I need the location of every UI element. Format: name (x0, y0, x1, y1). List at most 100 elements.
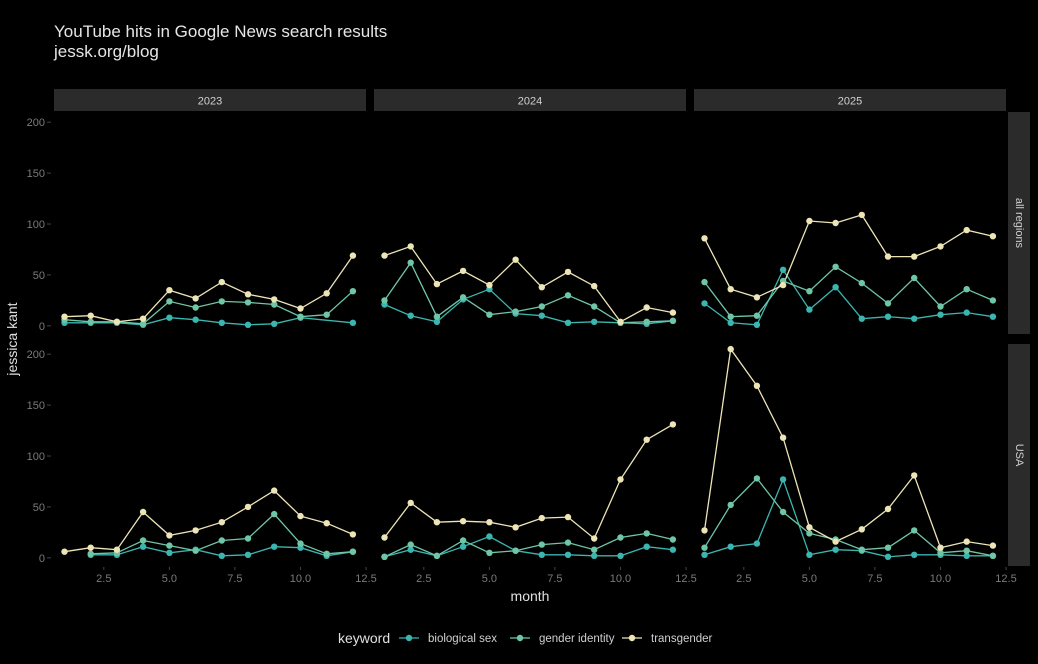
data-point-gender-identity (806, 288, 813, 295)
data-point-gender-identity (349, 548, 357, 555)
data-point-transgender (433, 280, 441, 288)
data-point-transgender (61, 313, 68, 320)
x-tick-label: 10.0 (290, 573, 311, 585)
data-point-transgender (963, 538, 970, 545)
data-point-gender-identity (669, 536, 677, 543)
data-point-transgender (166, 532, 173, 539)
data-point-transgender (832, 219, 839, 227)
x-tick-label: 5.0 (162, 573, 177, 585)
data-point-gender-identity (244, 535, 252, 542)
series-line-gender-identity (703, 477, 994, 557)
y-tick-label: 200 (27, 117, 45, 129)
data-point-gender-identity (407, 259, 414, 266)
facet-strip-label: 2023 (198, 96, 222, 108)
data-point-biological-sex (669, 546, 677, 553)
data-point-biological-sex (727, 543, 734, 550)
facet-strip-2023 (54, 89, 366, 111)
data-point-biological-sex (832, 284, 839, 291)
data-point-biological-sex (218, 552, 225, 559)
data-point-biological-sex (407, 312, 414, 319)
data-point-gender-identity (591, 546, 598, 553)
data-point-transgender (297, 512, 304, 520)
data-point-transgender (538, 514, 545, 522)
data-point-biological-sex (486, 533, 493, 540)
y-tick-label: 0 (39, 321, 45, 333)
data-point-gender-identity (963, 286, 970, 293)
data-point-biological-sex (806, 551, 813, 558)
data-point-transgender (459, 518, 467, 525)
data-point-gender-identity (512, 308, 519, 315)
data-point-transgender (911, 253, 918, 260)
data-point-transgender (433, 519, 441, 526)
y-tick-label: 100 (27, 451, 45, 463)
data-point-biological-sex (753, 321, 761, 328)
data-point-gender-identity (192, 304, 199, 311)
data-point-transgender (486, 519, 493, 526)
data-point-transgender (669, 421, 677, 428)
data-point-transgender (858, 211, 865, 219)
data-point-transgender (806, 524, 813, 531)
series-line-gender-identity (383, 261, 673, 324)
data-point-transgender (323, 520, 330, 527)
data-point-gender-identity (218, 537, 225, 544)
data-point-gender-identity (643, 318, 650, 325)
data-point-biological-sex (884, 313, 892, 320)
data-point-gender-identity (779, 508, 787, 516)
data-point-biological-sex (271, 320, 278, 327)
data-point-gender-identity (459, 537, 467, 544)
data-point-transgender (701, 527, 708, 534)
data-point-biological-sex (937, 311, 944, 318)
data-point-gender-identity (166, 298, 173, 305)
data-point-transgender (779, 281, 787, 289)
data-point-transgender (381, 534, 388, 541)
y-tick-label: 150 (27, 400, 45, 412)
y-axis-label: jessica kant (4, 302, 20, 376)
data-point-biological-sex (858, 315, 865, 322)
chart-subtitle: jessk.org/blog (54, 42, 159, 61)
facet-strip-2025 (694, 89, 1006, 111)
legend-title: keyword (338, 630, 390, 646)
data-point-biological-sex (538, 312, 545, 319)
data-point-transgender (643, 304, 650, 311)
data-point-biological-sex (643, 543, 650, 550)
facet-row-label: USA (1013, 444, 1025, 467)
data-point-biological-sex (564, 319, 572, 326)
data-point-gender-identity (271, 301, 278, 308)
data-point-transgender (538, 284, 545, 291)
data-point-biological-sex (701, 551, 708, 558)
series-line-transgender (384, 245, 674, 323)
data-point-transgender (564, 513, 572, 521)
data-point-biological-sex (349, 319, 357, 326)
data-point-transgender (218, 278, 225, 286)
data-point-gender-identity (323, 550, 330, 557)
data-point-gender-identity (669, 317, 677, 324)
data-point-biological-sex (459, 543, 467, 550)
data-point-transgender (617, 318, 624, 325)
data-point-biological-sex (884, 553, 892, 560)
data-point-gender-identity (433, 552, 441, 559)
data-point-transgender (937, 544, 944, 551)
x-tick-label: 12.5 (675, 573, 696, 585)
data-point-gender-identity (538, 303, 545, 310)
data-point-gender-identity (911, 527, 918, 534)
data-point-gender-identity (989, 552, 997, 559)
data-point-transgender (166, 287, 173, 294)
data-point-gender-identity (381, 297, 388, 304)
data-point-gender-identity (323, 311, 330, 318)
data-point-biological-sex (433, 318, 441, 325)
data-point-gender-identity (297, 540, 304, 547)
data-point-transgender (727, 345, 734, 353)
series-line-gender-identity (64, 290, 354, 325)
data-point-gender-identity (727, 313, 734, 320)
data-point-gender-identity (937, 303, 944, 310)
x-tick-label: 5.0 (482, 573, 497, 585)
data-point-gender-identity (937, 549, 944, 556)
data-point-gender-identity (538, 541, 545, 548)
legend-key-point (405, 634, 413, 642)
data-point-biological-sex (591, 318, 598, 325)
data-point-transgender (271, 296, 278, 303)
data-point-gender-identity (884, 544, 892, 551)
data-point-transgender (858, 526, 865, 533)
data-point-transgender (349, 531, 357, 538)
data-point-transgender (139, 315, 147, 322)
